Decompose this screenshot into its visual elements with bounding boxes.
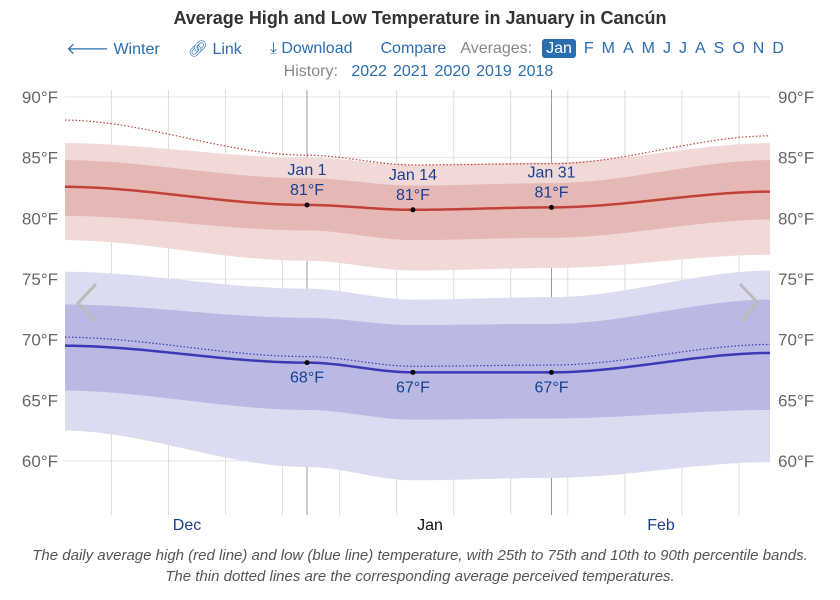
month-2[interactable]: M — [601, 39, 615, 57]
month-1[interactable]: F — [583, 39, 594, 57]
low-point — [304, 360, 310, 366]
y-tick-left: 70°F — [22, 331, 58, 350]
history-bar: History: 2022 2021 2020 2019 2018 — [0, 63, 840, 81]
x-month-label: Dec — [173, 517, 201, 534]
y-tick-left: 60°F — [22, 452, 58, 471]
y-tick-right: 90°F — [778, 88, 814, 107]
temperature-chart: 60°F 60°F 65°F 65°F 70°F 70°F 75°F 75°F 80°F 80°F… — [22, 88, 814, 534]
history-label: History: — [283, 63, 338, 80]
month-6[interactable]: J — [678, 39, 687, 57]
low-point — [549, 369, 554, 375]
low-perceived-line — [64, 336, 770, 367]
month-4[interactable]: M — [641, 39, 655, 57]
month-3[interactable]: A — [622, 39, 634, 57]
annotation-date: Jan 14 — [389, 167, 437, 184]
nav-bar: 🡐 Winter 🔗︎ Link ⤓ Download Compare Aver… — [0, 38, 840, 59]
back-winter-link[interactable]: 🡐 Winter — [66, 41, 160, 58]
x-month-label: Feb — [647, 517, 675, 534]
high-point — [304, 202, 310, 208]
y-tick-right: 80°F — [778, 209, 814, 228]
chart-caption: The daily average high (red line) and lo… — [32, 547, 808, 585]
low-line — [64, 344, 770, 374]
x-month-label: Jan — [417, 517, 443, 534]
history-year-2020[interactable]: 2020 — [434, 63, 471, 80]
month-list: Jan F M A M J J A S O N D — [538, 38, 788, 58]
y-tick-right: 65°F — [778, 391, 814, 410]
annotation-date: Jan 1 — [287, 162, 326, 179]
low-25-75-band — [65, 299, 770, 420]
annotation-high: 81°F — [396, 187, 430, 204]
annotation-date: Jan 31 — [527, 164, 575, 181]
y-tick-left: 80°F — [22, 209, 58, 228]
month-10[interactable]: N — [752, 39, 765, 57]
month-7[interactable]: A — [694, 39, 706, 57]
annotation-high: 81°F — [535, 184, 569, 201]
month-5[interactable]: J — [662, 39, 671, 57]
history-year-2021[interactable]: 2021 — [392, 63, 429, 80]
arrow-left-icon: 🡐 — [66, 41, 114, 58]
month-8[interactable]: S — [713, 39, 725, 57]
y-tick-right: 60°F — [778, 452, 814, 471]
link-button[interactable]: 🔗︎ Link — [187, 40, 242, 58]
y-tick-right: 70°F — [778, 331, 814, 350]
history-year-2018[interactable]: 2018 — [517, 63, 554, 80]
y-tick-left: 65°F — [22, 391, 58, 410]
month-11[interactable]: D — [772, 39, 784, 57]
download-button[interactable]: ⤓ Download — [269, 39, 353, 57]
y-tick-left: 90°F — [22, 88, 58, 107]
high-line — [64, 185, 770, 212]
y-tick-right: 75°F — [778, 270, 814, 289]
low-point — [410, 369, 416, 375]
month-9[interactable]: O — [732, 39, 745, 57]
annotation-low: 67°F — [535, 379, 569, 396]
high-25-75-band — [65, 160, 770, 241]
annotation-low: 67°F — [396, 379, 430, 396]
high-point — [410, 207, 416, 213]
chevron-left-icon[interactable] — [75, 282, 98, 324]
high-point — [549, 204, 554, 210]
high-perceived-line — [64, 119, 770, 166]
chevron-right-icon[interactable] — [738, 282, 761, 324]
history-year-2019[interactable]: 2019 — [476, 63, 512, 80]
compare-button[interactable]: Compare — [380, 39, 447, 57]
month-0[interactable]: Jan — [542, 38, 576, 58]
annotation-low: 68°F — [290, 370, 324, 387]
chart-title: Average High and Low Temperature in Janu… — [173, 8, 667, 28]
download-icon: ⤓ — [269, 39, 282, 57]
y-tick-right: 85°F — [778, 149, 814, 168]
averages-label: Averages: — [460, 39, 533, 57]
y-tick-left: 75°F — [22, 270, 58, 289]
history-year-2022[interactable]: 2022 — [351, 63, 387, 80]
link-icon: 🔗︎ — [187, 40, 213, 58]
annotation-high: 81°F — [290, 182, 324, 199]
y-tick-left: 85°F — [22, 149, 58, 168]
